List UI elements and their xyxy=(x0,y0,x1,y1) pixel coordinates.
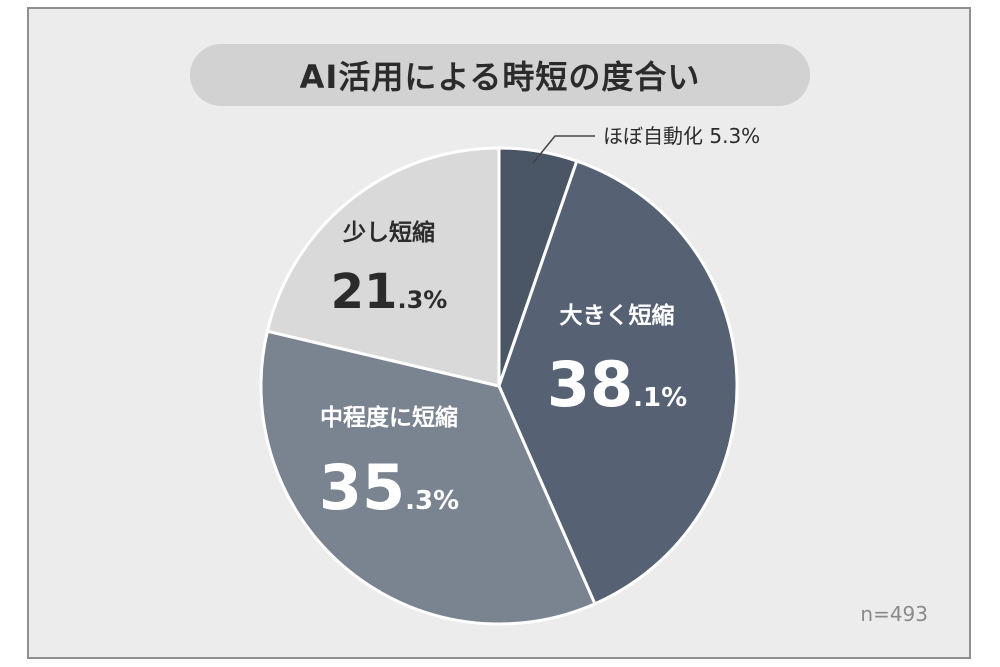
pie-slices xyxy=(259,146,739,626)
slice-label-2: 大きく短縮 xyxy=(560,302,675,329)
pie-slice-3 xyxy=(259,329,597,626)
slice-value-3: 35.3% xyxy=(319,451,459,524)
slice-label-3: 中程度に短縮 xyxy=(320,404,458,431)
title-pill: AI活用による時短の度合い xyxy=(190,44,810,106)
pie-slice-2 xyxy=(497,159,739,606)
pie-labels: 大きく短縮 38.1% 中程度に短縮 35.3% 少し短縮 21.3% ほぼ自動化 5.3% xyxy=(319,124,760,524)
sample-size-label: n=493 xyxy=(860,602,928,626)
slice-label-1: ほぼ自動化 5.3% xyxy=(603,124,760,148)
slice-value-4: 21.3% xyxy=(331,264,448,320)
slice-value-2: 38.1% xyxy=(547,348,687,421)
slice-label-4: 少し短縮 xyxy=(342,219,435,246)
pie-slice-4 xyxy=(265,146,501,388)
callout-leader-line xyxy=(532,135,595,164)
chart-title: AI活用による時短の度合い xyxy=(299,58,701,96)
